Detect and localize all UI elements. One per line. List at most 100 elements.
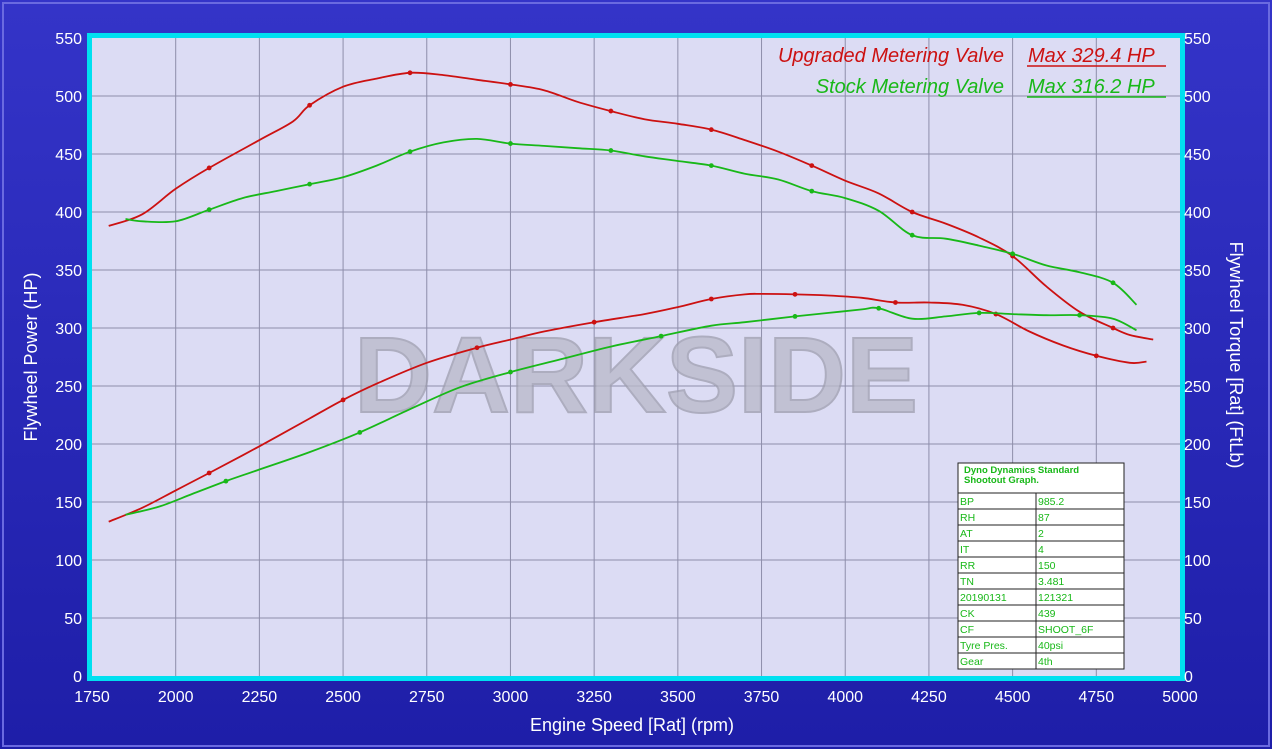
data-point-stock-power xyxy=(876,305,882,311)
y-tick-labels: 0 50 100 150 200 250 300 350 400 450 500 550 xyxy=(55,31,82,686)
info-table-value: 2 xyxy=(1038,528,1044,540)
data-point-upgraded-torque xyxy=(708,127,714,133)
info-table-key: CF xyxy=(960,624,974,636)
data-point-upgraded-torque xyxy=(508,82,513,87)
legend-stock-max: Max 316.2 HP xyxy=(1028,76,1155,98)
data-point-stock-power xyxy=(976,310,982,316)
info-table-title-2: Shootout Graph. xyxy=(964,475,1039,486)
x-tick-label: 3000 xyxy=(493,689,529,706)
series-line-stock-torque xyxy=(125,137,1138,306)
y-tick-label: 450 xyxy=(55,147,82,164)
x-axis-label: Engine Speed [Rat] (rpm) xyxy=(530,715,734,735)
y2-tick-label: 550 xyxy=(1184,31,1211,48)
info-table-value: 3.481 xyxy=(1038,576,1064,588)
y2-tick-label: 500 xyxy=(1184,89,1211,106)
x-tick-label: 4750 xyxy=(1079,689,1115,706)
x-tick-label: 4500 xyxy=(995,689,1031,706)
info-table-key: RH xyxy=(960,512,975,524)
data-point-stock-torque xyxy=(608,148,614,153)
data-point-stock-torque xyxy=(407,149,413,155)
info-table-key: TN xyxy=(960,576,974,588)
legend: Upgraded Metering Valve Max 329.4 HP Sto… xyxy=(778,45,1166,98)
data-point-upgraded-torque xyxy=(1110,325,1116,331)
data-point-upgraded-power xyxy=(792,291,798,297)
info-table-value: 121321 xyxy=(1038,592,1073,604)
x-tick-label: 2500 xyxy=(325,689,361,706)
y2-tick-label: 50 xyxy=(1184,611,1202,628)
info-table-value: 4 xyxy=(1038,544,1044,556)
info-table-value: 4th xyxy=(1038,656,1053,668)
y2-tick-labels: 0 50 100 150 200 250 300 350 400 450 500 550 xyxy=(1184,31,1211,686)
data-point-stock-power xyxy=(792,314,798,319)
y2-tick-label: 200 xyxy=(1184,437,1211,454)
info-table-value: 439 xyxy=(1038,608,1056,620)
data-point-upgraded-torque xyxy=(407,70,413,76)
x-tick-label: 4000 xyxy=(827,689,863,706)
info-table-rows: BP 985.2 RH 87 AT 2 IT 4 RR 150 TN 3.481 20190131 121… xyxy=(958,492,1124,669)
x-tick-label: 5000 xyxy=(1162,689,1198,706)
series-line-stock-power xyxy=(125,306,1137,516)
x-tick-label: 3500 xyxy=(660,689,696,706)
info-table-key: Gear xyxy=(960,656,984,668)
series-layer xyxy=(108,70,1154,523)
x-tick-label: 2000 xyxy=(158,689,194,706)
data-point-upgraded-torque xyxy=(809,163,815,169)
y2-axis-label: Flywheel Torque [Rat] (FtLb) xyxy=(1226,242,1246,469)
data-point-upgraded-power xyxy=(474,345,480,351)
info-table-key: AT xyxy=(960,528,973,540)
y-tick-label: 250 xyxy=(55,379,82,396)
y2-tick-label: 300 xyxy=(1184,321,1211,338)
data-point-stock-power xyxy=(1077,312,1082,318)
data-point-upgraded-torque xyxy=(307,102,312,108)
y-tick-label: 200 xyxy=(55,437,82,454)
data-point-upgraded-torque xyxy=(206,165,212,171)
data-point-upgraded-power xyxy=(206,470,212,476)
info-table: Dyno Dynamics Standard Shootout Graph. B… xyxy=(957,462,1125,670)
info-table-key: Tyre Pres. xyxy=(960,640,1008,652)
y2-tick-label: 400 xyxy=(1184,205,1211,222)
x-tick-label: 2250 xyxy=(242,689,278,706)
y2-tick-label: 100 xyxy=(1184,553,1211,570)
x-tick-label: 4250 xyxy=(911,689,947,706)
y2-tick-label: 150 xyxy=(1184,495,1211,512)
data-point-stock-torque xyxy=(206,207,212,213)
y-tick-label: 150 xyxy=(55,495,82,512)
data-point-stock-torque xyxy=(909,232,915,238)
data-point-stock-torque xyxy=(1010,251,1016,257)
data-point-stock-power xyxy=(357,430,363,435)
info-table-key: 20190131 xyxy=(960,592,1007,604)
y-tick-label: 100 xyxy=(55,553,82,570)
y2-tick-label: 450 xyxy=(1184,147,1211,164)
legend-upgraded-name: Upgraded Metering Valve xyxy=(778,45,1004,67)
legend-stock-name: Stock Metering Valve xyxy=(816,76,1004,98)
series-line-upgraded-torque xyxy=(108,71,1154,341)
info-table-box xyxy=(957,462,1125,670)
series-line-upgraded-power xyxy=(108,292,1147,523)
y-tick-label: 400 xyxy=(55,205,82,222)
info-table-value: SHOOT_6F xyxy=(1038,624,1093,636)
y2-tick-label: 0 xyxy=(1184,669,1193,686)
info-table-key: IT xyxy=(960,544,970,556)
info-table-title-1: Dyno Dynamics Standard xyxy=(964,465,1079,476)
data-point-stock-torque xyxy=(307,181,312,187)
data-point-upgraded-power xyxy=(591,319,597,325)
y-axis-label: Flywheel Power (HP) xyxy=(21,272,41,441)
data-point-upgraded-power xyxy=(708,296,714,302)
data-point-stock-power xyxy=(508,369,513,375)
x-tick-label: 3250 xyxy=(576,689,612,706)
info-table-key: CK xyxy=(960,608,975,620)
data-point-upgraded-power xyxy=(1093,353,1099,359)
info-table-value: 985.2 xyxy=(1038,496,1064,508)
x-tick-label: 1750 xyxy=(74,689,110,706)
data-point-stock-torque xyxy=(708,163,714,169)
y2-tick-label: 250 xyxy=(1184,379,1211,396)
x-tick-label: 3750 xyxy=(744,689,780,706)
y-tick-label: 300 xyxy=(55,321,82,338)
data-point-upgraded-power xyxy=(340,397,346,403)
data-point-upgraded-torque xyxy=(608,108,614,114)
data-point-stock-torque xyxy=(508,141,513,146)
x-tick-labels: 1750 2000 2250 2500 2750 3000 3250 3500 3750 4000… xyxy=(74,689,1198,706)
watermark: DARKSIDE xyxy=(354,314,918,435)
